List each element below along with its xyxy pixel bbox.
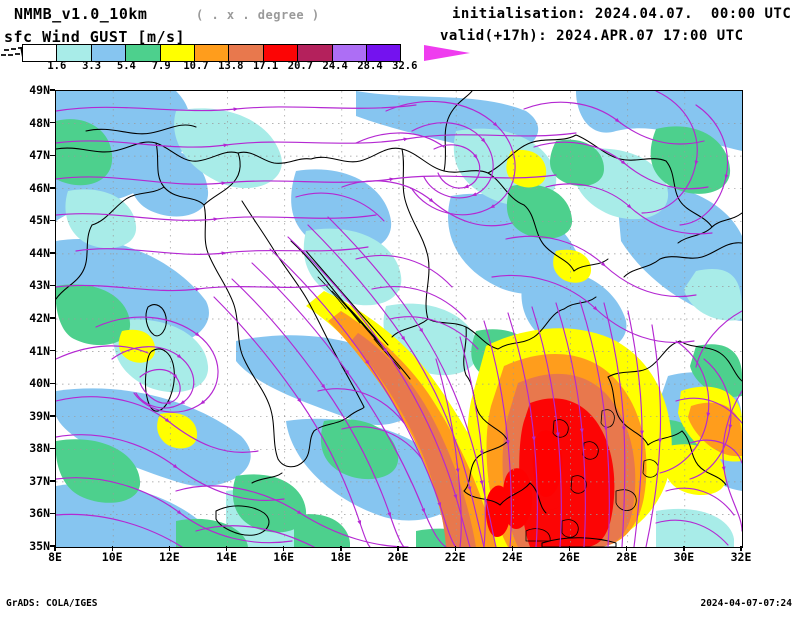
- grid-resolution-note: ( . x . degree ): [196, 8, 320, 22]
- colorbar-tick-5.4: 5.4: [116, 60, 136, 72]
- colorbar-legend: 1.6 3.3 5.4 7.9 10.7 13.8 17.1 20.7 24.4 28.4 32.6: [0, 44, 470, 74]
- colorbar-tick-13.8: 13.8: [218, 60, 244, 72]
- colorbar-swatch-1: [57, 45, 92, 61]
- colorbar-tick-28.4: 28.4: [357, 60, 383, 72]
- colorbar-tick-7.9: 7.9: [151, 60, 171, 72]
- y-tick-40N: 40N: [29, 376, 50, 391]
- colorbar-swatch-7: [263, 45, 299, 61]
- x-tick-16E: 16E: [273, 550, 295, 564]
- colorbar-swatch-4: [160, 45, 195, 61]
- y-tick-41N: 41N: [29, 343, 50, 358]
- colorbar-swatches: [22, 44, 402, 62]
- y-tick-46N: 46N: [29, 180, 50, 195]
- colorbar-swatch-5: [194, 45, 230, 61]
- x-tick-22E: 22E: [444, 550, 466, 564]
- colorbar-underflow-dashes: [1, 46, 24, 59]
- y-tick-47N: 47N: [29, 148, 50, 163]
- colorbar-swatch-2: [91, 45, 127, 61]
- y-tick-43N: 43N: [29, 278, 50, 293]
- field-title: sfc Wind GUST [m/s]: [4, 28, 186, 46]
- x-tick-12E: 12E: [158, 550, 180, 564]
- y-tick-39N: 39N: [29, 408, 50, 423]
- valid-time: valid(+17h): 2024.APR.07 17:00 UTC: [440, 28, 744, 44]
- wind-gust-map: [56, 91, 742, 547]
- y-tick-38N: 38N: [29, 441, 50, 456]
- colorbar-overflow-arrow: [424, 45, 470, 61]
- colorbar-swatch-3: [126, 45, 161, 61]
- colorbar-tick-20.7: 20.7: [287, 60, 314, 72]
- x-tick-24E: 24E: [501, 550, 523, 564]
- colorbar-tick-1.6: 1.6: [47, 60, 67, 72]
- y-tick-44N: 44N: [29, 245, 50, 260]
- colorbar-swatch-9: [332, 45, 367, 61]
- y-tick-37N: 37N: [29, 473, 50, 488]
- x-tick-20E: 20E: [387, 550, 409, 564]
- x-tick-26E: 26E: [559, 550, 580, 564]
- footer-credit: GrADS: COLA/IGES: [6, 598, 98, 609]
- initialisation-time: initialisation: 2024.04.07. 00:00 UTC: [452, 6, 792, 22]
- y-tick-42N: 42N: [29, 311, 50, 325]
- colorbar-tick-32.6: 32.6: [392, 60, 418, 72]
- colorbar-tick-labels: 1.6 3.3 5.4 7.9 10.7 13.8 17.1 20.7 24.4 28.4 32.6: [22, 60, 432, 74]
- colorbar-swatch-8: [298, 45, 333, 61]
- footer-timestamp: 2024-04-07-07:24: [700, 598, 792, 609]
- x-tick-28E: 28E: [616, 550, 638, 564]
- colorbar-swatch-6: [229, 45, 264, 61]
- model-title: NMMB_v1.0_10km: [14, 5, 148, 23]
- colorbar-swatch-10: [366, 45, 401, 61]
- x-tick-18E: 18E: [330, 550, 352, 564]
- x-tick-10E: 10E: [101, 550, 123, 564]
- colorbar-tick-17.1: 17.1: [252, 60, 279, 72]
- header: NMMB_v1.0_10km ( . x . degree ) sfc Wind…: [0, 0, 800, 86]
- colorbar-tick-10.7: 10.7: [183, 60, 209, 72]
- x-tick-30E: 30E: [673, 550, 695, 564]
- y-tick-36N: 36N: [29, 506, 50, 521]
- colorbar-tick-3.3: 3.3: [82, 60, 102, 72]
- y-tick-35N: 35N: [29, 539, 50, 553]
- x-tick-32E: 32E: [730, 550, 752, 564]
- colorbar-tick-24.4: 24.4: [322, 60, 348, 72]
- y-tick-45N: 45N: [29, 213, 50, 228]
- x-tick-14E: 14E: [216, 550, 237, 564]
- map-plot-area[interactable]: [55, 90, 743, 548]
- colorbar-swatch-0: [23, 45, 58, 61]
- y-tick-48N: 48N: [29, 115, 50, 130]
- x-tick-8E: 8E: [48, 550, 62, 564]
